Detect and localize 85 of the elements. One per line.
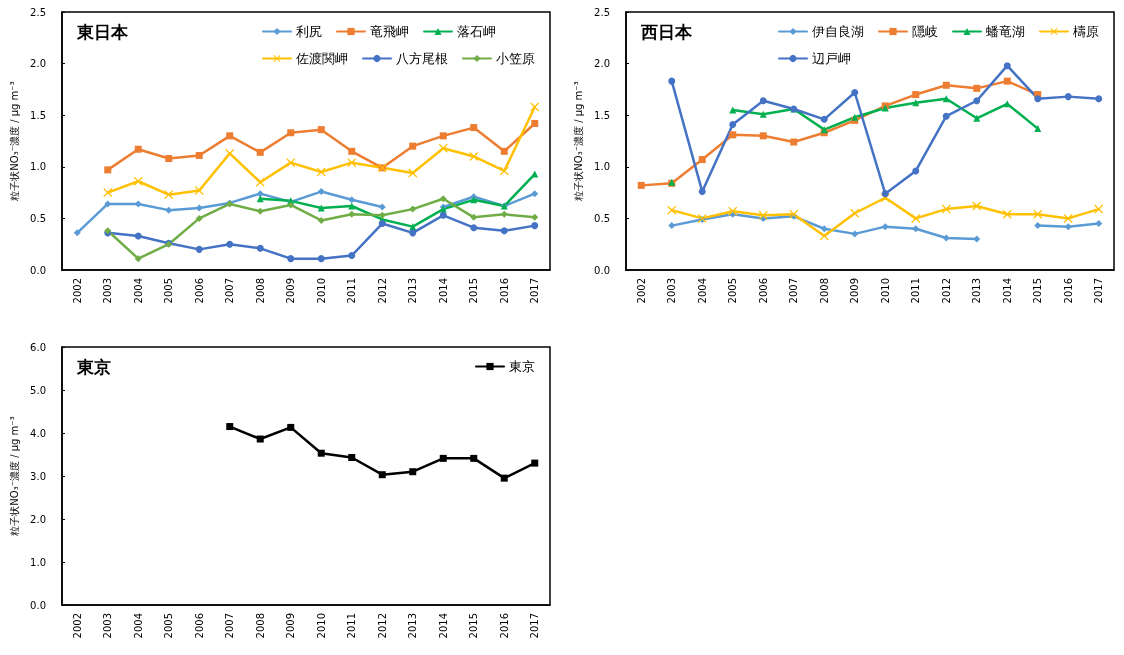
x-tick-label: 2008 xyxy=(818,278,830,304)
x-tick-label: 2010 xyxy=(315,278,327,304)
y-tick-label: 1.0 xyxy=(30,556,46,568)
y-tick-label: 0.5 xyxy=(30,212,46,224)
x-tick-label: 2014 xyxy=(1001,278,1013,304)
x-tick-label: 2002 xyxy=(71,613,83,639)
x-tick-label: 2009 xyxy=(285,278,297,304)
text: 東京 xyxy=(76,356,111,377)
y-axis-title: 粒子状NO₃⁻濃度 / μg m⁻³ xyxy=(8,81,20,201)
y-axis-title: 粒子状NO₃⁻濃度 / μg m⁻³ xyxy=(572,81,584,201)
x-tick-label: 2010 xyxy=(879,278,891,304)
y-tick-label: 2.0 xyxy=(30,513,46,525)
text: 東日本 xyxy=(76,21,129,42)
y-tick-label: 1.0 xyxy=(30,161,46,173)
x-tick-label: 2008 xyxy=(254,613,266,639)
x-tick-label: 2016 xyxy=(1062,278,1074,304)
y-tick-label: 0.0 xyxy=(30,599,46,611)
legend-label: 東京 xyxy=(509,359,535,374)
legend-label: 佐渡関岬 xyxy=(296,51,348,66)
y-tick-label: 2.0 xyxy=(594,58,610,70)
x-tick-label: 2012 xyxy=(940,278,952,304)
legend-label: 利尻 xyxy=(296,24,322,39)
x-tick-label: 2015 xyxy=(468,278,480,304)
y-tick-label: 2.0 xyxy=(30,58,46,70)
x-tick-label: 2002 xyxy=(635,278,647,304)
x-tick-label: 2003 xyxy=(102,278,114,304)
x-tick-label: 2006 xyxy=(193,278,205,304)
y-tick-label: 4.0 xyxy=(30,427,46,439)
y-axis-title: 粒子状NO₃⁻濃度 / μg m⁻³ xyxy=(8,416,20,536)
x-tick-label: 2005 xyxy=(163,278,175,304)
legend-label: 八方尾根 xyxy=(396,51,448,66)
x-tick-label: 2005 xyxy=(163,613,175,639)
legend-label: 伊自良湖 xyxy=(812,24,864,39)
legend-label: 檮原 xyxy=(1073,24,1099,39)
y-tick-label: 0.0 xyxy=(30,264,46,276)
x-tick-label: 2016 xyxy=(498,613,510,639)
legend-label: 辺戸岬 xyxy=(812,51,851,66)
x-tick-label: 2017 xyxy=(529,613,541,639)
x-tick-label: 2002 xyxy=(71,278,83,304)
legend-label: 小笠原 xyxy=(496,51,535,66)
x-tick-label: 2013 xyxy=(407,278,419,304)
x-tick-label: 2007 xyxy=(224,278,236,304)
x-tick-label: 2007 xyxy=(788,278,800,304)
x-tick-label: 2014 xyxy=(437,613,449,639)
x-tick-label: 2013 xyxy=(971,278,983,304)
x-tick-label: 2012 xyxy=(376,613,388,639)
y-tick-label: 3.0 xyxy=(30,470,46,482)
x-tick-label: 2015 xyxy=(1032,278,1044,304)
y-tick-label: 2.5 xyxy=(30,6,46,18)
text: 西日本 xyxy=(640,21,693,42)
legend-label: 隠岐 xyxy=(912,24,938,39)
y-tick-label: 1.0 xyxy=(594,161,610,173)
x-tick-label: 2011 xyxy=(910,278,922,304)
x-tick-label: 2003 xyxy=(666,278,678,304)
x-tick-label: 2006 xyxy=(193,613,205,639)
x-tick-label: 2008 xyxy=(254,278,266,304)
x-tick-label: 2009 xyxy=(849,278,861,304)
x-tick-label: 2010 xyxy=(315,613,327,639)
x-tick-label: 2013 xyxy=(407,613,419,639)
x-tick-label: 2004 xyxy=(696,278,708,304)
x-tick-label: 2014 xyxy=(437,278,449,304)
y-tick-label: 1.5 xyxy=(30,109,46,121)
y-tick-label: 1.5 xyxy=(594,109,610,121)
x-tick-label: 2011 xyxy=(346,613,358,639)
x-tick-label: 2009 xyxy=(285,613,297,639)
x-tick-label: 2005 xyxy=(727,278,739,304)
legend-label: 竜飛岬 xyxy=(370,24,409,39)
x-tick-label: 2004 xyxy=(132,278,144,304)
legend-label: 落石岬 xyxy=(457,24,496,39)
x-tick-label: 2012 xyxy=(376,278,388,304)
x-tick-label: 2007 xyxy=(224,613,236,639)
x-tick-label: 2004 xyxy=(132,613,144,639)
y-tick-label: 6.0 xyxy=(30,341,46,353)
x-tick-label: 2011 xyxy=(346,278,358,304)
x-tick-label: 2003 xyxy=(102,613,114,639)
legend-label: 蟠竜湖 xyxy=(986,24,1025,39)
y-tick-label: 0.0 xyxy=(594,264,610,276)
y-tick-label: 5.0 xyxy=(30,384,46,396)
y-tick-label: 2.5 xyxy=(594,6,610,18)
x-tick-label: 2016 xyxy=(498,278,510,304)
x-tick-label: 2015 xyxy=(468,613,480,639)
x-tick-label: 2017 xyxy=(1093,278,1105,304)
y-tick-label: 0.5 xyxy=(594,212,610,224)
x-tick-label: 2006 xyxy=(757,278,769,304)
x-tick-label: 2017 xyxy=(529,278,541,304)
